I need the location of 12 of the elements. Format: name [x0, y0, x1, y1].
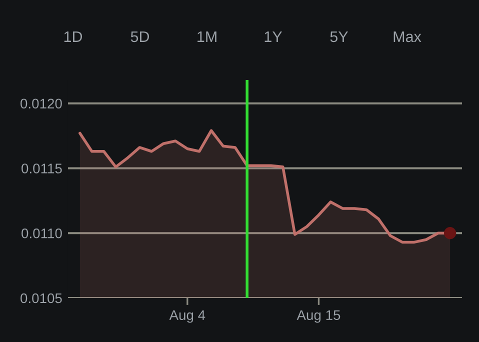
text: 1M	[198, 31, 216, 42]
text: 5Y	[330, 31, 348, 42]
text: 1Y	[264, 31, 282, 42]
x-tick-label: Aug 4	[169, 310, 206, 323]
y-tick-label: 0.0120	[20, 98, 62, 109]
text: Max	[394, 31, 422, 42]
y-tick-label: 0.0115	[22, 164, 62, 174]
x-tick-label: Aug 15	[296, 310, 340, 323]
text: 5D	[130, 31, 150, 42]
y-tick-label: 0.0110	[22, 228, 62, 238]
y-tick-label: 0.0105	[20, 293, 62, 304]
text: 1D	[64, 31, 82, 42]
